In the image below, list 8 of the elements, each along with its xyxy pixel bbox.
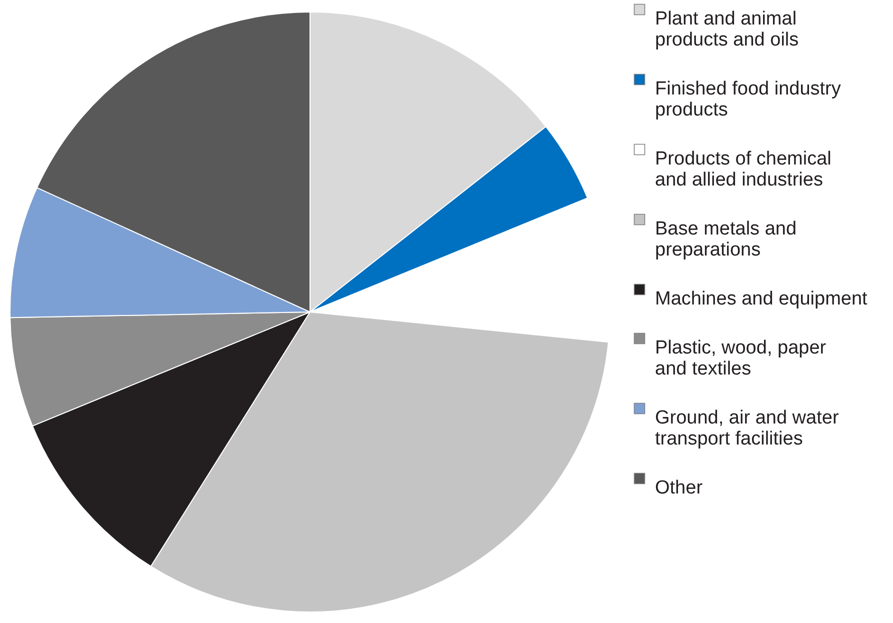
legend-label: Other	[655, 478, 704, 498]
legend-label: Machines and equipment	[655, 288, 868, 310]
legend-label: Finished food industry products	[655, 78, 842, 120]
legend-label: Plant and animal products and oils	[655, 8, 799, 50]
legend-label: Ground, air and water transport facilities	[655, 408, 840, 450]
slice-label: Products of chemical and allied industries	[655, 148, 832, 190]
legend-label: Plastic, wood, paper and textiles	[655, 338, 827, 380]
legend-label: Base metals and preparations	[655, 218, 797, 260]
